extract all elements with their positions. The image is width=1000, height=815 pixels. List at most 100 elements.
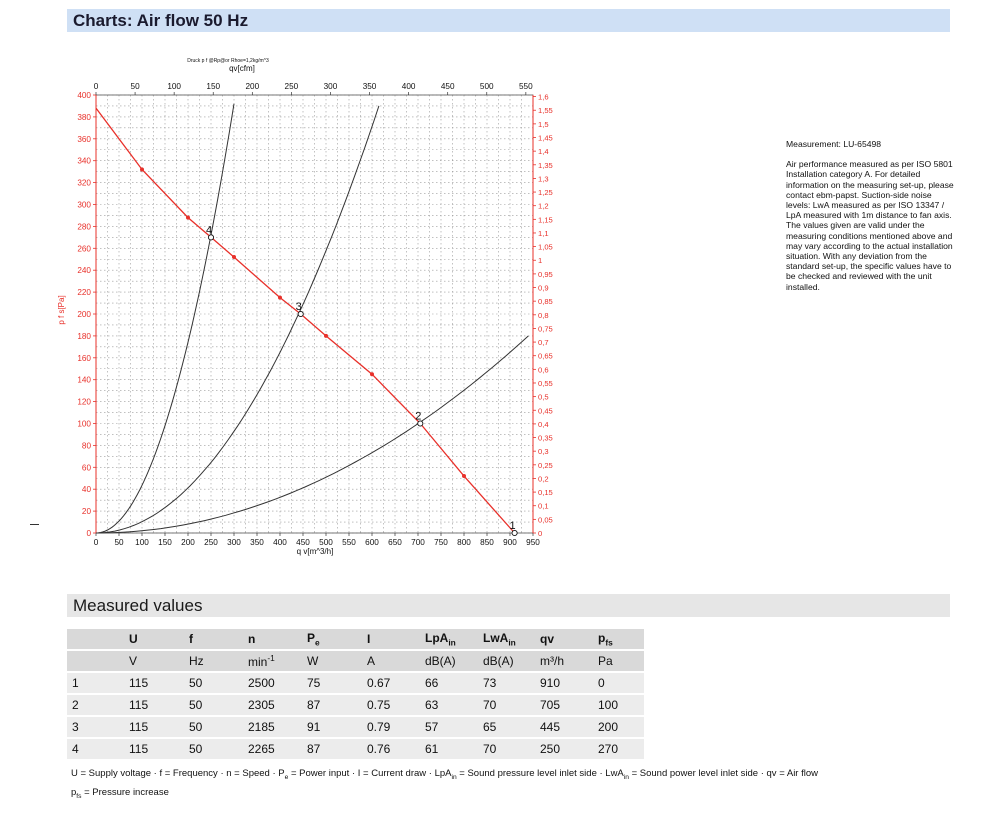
y2-tick-label: 0,1 [538, 502, 549, 511]
x-tick-label: 550 [342, 538, 356, 547]
x-tick-label: 150 [158, 538, 172, 547]
y-tick-label: 240 [77, 266, 91, 275]
x-tick-label: 850 [480, 538, 494, 547]
y2-tick-label: 1,5 [538, 120, 549, 129]
y2-tick-label: 1,35 [538, 161, 553, 170]
x-tick-label: 400 [273, 538, 287, 547]
header-symbol: I [362, 629, 420, 651]
table-cell: 65 [478, 716, 535, 739]
y-tick-label: 20 [82, 507, 92, 516]
x-tick-label: 950 [526, 538, 540, 547]
header-unit: Hz [184, 650, 243, 673]
y2-tick-label: 0,95 [538, 270, 553, 279]
table-cell: 66 [420, 672, 478, 695]
y-tick-label: 340 [77, 157, 91, 166]
y2-tick-label: 0,15 [538, 488, 553, 497]
table-cell: 445 [535, 716, 593, 739]
header-unit: dB(A) [478, 650, 535, 673]
operating-point-label-2: 2 [415, 411, 421, 423]
table-cell: 100 [593, 694, 644, 717]
divider-mark [30, 524, 39, 525]
table-cell: 73 [478, 672, 535, 695]
header-unit: A [362, 650, 420, 673]
table-cell: 705 [535, 694, 593, 717]
y2-tick-label: 1,3 [538, 174, 549, 183]
chart-title: Druck p f @Rp@or Rhoe=1,2kg/m^3 [187, 58, 269, 64]
y2-tick-label: 1,05 [538, 243, 553, 252]
measurement-id: Measurement: LU-65498 [786, 139, 882, 149]
y2-tick-label: 1,1 [538, 229, 549, 238]
y2-tick-label: 1,2 [538, 202, 549, 211]
header-unit [67, 650, 124, 673]
y-tick-label: 300 [77, 201, 91, 210]
table-cell: 0.67 [362, 672, 420, 695]
table-cell: 2185 [243, 716, 302, 739]
table-cell: 91 [302, 716, 362, 739]
x2-tick-label: 550 [519, 82, 533, 91]
table-cell: 115 [124, 738, 184, 761]
table-cell: 50 [184, 716, 243, 739]
x2-tick-label: 300 [324, 82, 338, 91]
x-tick-label: 350 [250, 538, 264, 547]
x2-tick-label: 250 [285, 82, 299, 91]
table-cell: 70 [478, 738, 535, 761]
charts-section-title: Charts: Air flow 50 Hz [67, 9, 950, 32]
y-tick-label: 260 [77, 244, 91, 253]
table-cell: 2500 [243, 672, 302, 695]
y2-tick-label: 0,9 [538, 284, 549, 293]
table-cell: 2305 [243, 694, 302, 717]
y2-tick-label: 0,05 [538, 515, 553, 524]
table-cell: 115 [124, 716, 184, 739]
fan-curve-marker [232, 255, 236, 260]
y-tick-label: 380 [77, 113, 91, 122]
table-cell: 50 [184, 738, 243, 761]
x2-tick-label: 450 [441, 82, 455, 91]
table-row: 4 115 50 2265 87 0.76 61 70 250 270 [67, 738, 644, 761]
x-tick-label: 750 [434, 538, 448, 547]
fan-curve-marker [186, 215, 190, 220]
header-symbol: Pe [302, 629, 362, 651]
y2-tick-label: 0,8 [538, 311, 549, 320]
table-cell: 63 [420, 694, 478, 717]
y-tick-label: 180 [77, 332, 91, 341]
y2-tick-label: 0,2 [538, 474, 549, 483]
system-curve-2 [95, 105, 380, 534]
operating-point-4 [207, 234, 215, 241]
legend-line-2: pfs = Pressure increase [71, 786, 169, 800]
table-legend: U = Supply voltage · f = Frequency · n =… [71, 766, 818, 804]
header-unit: Pa [593, 650, 644, 673]
x2-tick-label: 150 [206, 82, 220, 91]
y2-tick-label: 1,4 [538, 147, 549, 156]
x2-tick-label: 50 [131, 82, 141, 91]
y-tick-label: 0 [86, 529, 91, 538]
fan-curve-marker [370, 372, 374, 377]
x2-tick-label: 400 [402, 82, 416, 91]
fan-curve-marker [462, 474, 466, 479]
table-cell: 0.75 [362, 694, 420, 717]
y2-tick-label: 1,15 [538, 215, 553, 224]
table-cell: 2265 [243, 738, 302, 761]
header-symbol: pfs [593, 629, 644, 651]
header-symbol: LwAin [478, 629, 535, 651]
x2-tick-label: 350 [363, 82, 377, 91]
measurement-notes: Measurement: LU-65498 Air performance me… [786, 139, 956, 302]
header-symbol: LpAin [420, 629, 478, 651]
table-cell: 250 [535, 738, 593, 761]
y2-tick-label: 0,85 [538, 297, 553, 306]
y-tick-label: 320 [77, 179, 91, 188]
y2-tick-label: 0,4 [538, 420, 549, 429]
measurement-description: Air performance measured as per ISO 5801… [786, 159, 954, 292]
table-row: 1 115 50 2500 75 0.67 66 73 910 0 [67, 672, 644, 695]
table-cell: 0 [593, 672, 644, 695]
y2-tick-label: 0,3 [538, 447, 549, 456]
header-unit: W [302, 650, 362, 673]
table-cell: 3 [67, 716, 124, 739]
y2-tick-label: 1 [538, 256, 542, 265]
y-axis-label: p f s[Pa] [57, 295, 66, 324]
y-tick-label: 200 [77, 310, 91, 319]
y2-tick-label: 0,7 [538, 338, 549, 347]
operating-point-1 [511, 529, 518, 537]
y2-tick-label: 0,35 [538, 434, 553, 443]
header-symbol: n [243, 629, 302, 651]
